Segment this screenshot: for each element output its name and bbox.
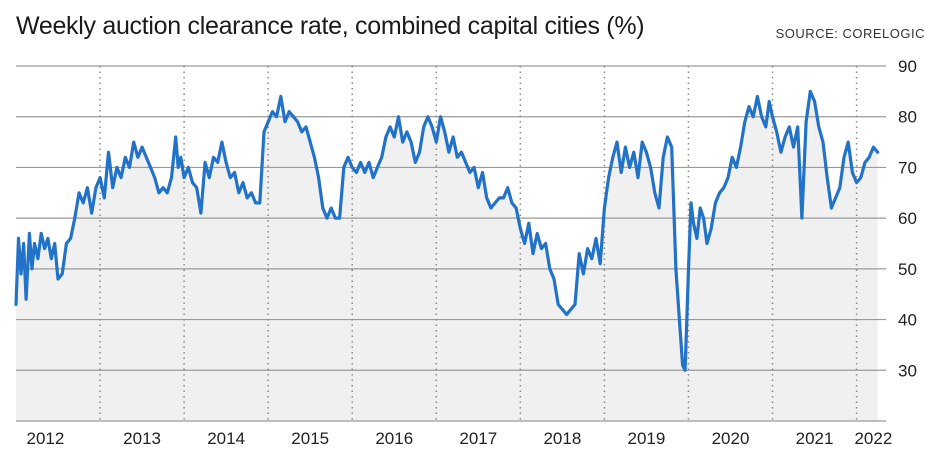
y-tick-label-30: 30 xyxy=(898,361,917,380)
x-tick-label-2014: 2014 xyxy=(207,429,245,448)
y-tick-label-90: 90 xyxy=(898,57,917,76)
y-tick-label-60: 60 xyxy=(898,209,917,228)
x-tick-label-2022: 2022 xyxy=(854,429,892,448)
line-layer xyxy=(14,89,880,372)
x-tick-label-2020: 2020 xyxy=(712,429,750,448)
x-tick-label-2021: 2021 xyxy=(796,429,834,448)
chart-title: Weekly auction clearance rate, combined … xyxy=(16,12,645,40)
source-label: SOURCE: CORELOGIC xyxy=(775,26,925,41)
y-axis-ticks: 30 40 50 60 70 80 90 xyxy=(898,57,917,380)
y-tick-label-40: 40 xyxy=(898,311,917,330)
grid-layer xyxy=(16,65,886,422)
series-line xyxy=(14,89,880,372)
x-axis-ticks: 2012 2013 2014 2015 2016 2017 2018 2019 2020 2021… xyxy=(27,429,893,448)
y-tick-label-80: 80 xyxy=(898,108,917,127)
x-tick-label-2016: 2016 xyxy=(375,429,413,448)
x-tick-label-2017: 2017 xyxy=(459,429,497,448)
y-tick-label-70: 70 xyxy=(898,158,917,177)
x-tick-label-2015: 2015 xyxy=(291,429,329,448)
x-tick-label-2012: 2012 xyxy=(27,429,65,448)
x-tick-label-2018: 2018 xyxy=(543,429,581,448)
y-tick-label-50: 50 xyxy=(898,260,917,279)
x-tick-label-2013: 2013 xyxy=(123,429,161,448)
x-tick-label-2019: 2019 xyxy=(628,429,666,448)
